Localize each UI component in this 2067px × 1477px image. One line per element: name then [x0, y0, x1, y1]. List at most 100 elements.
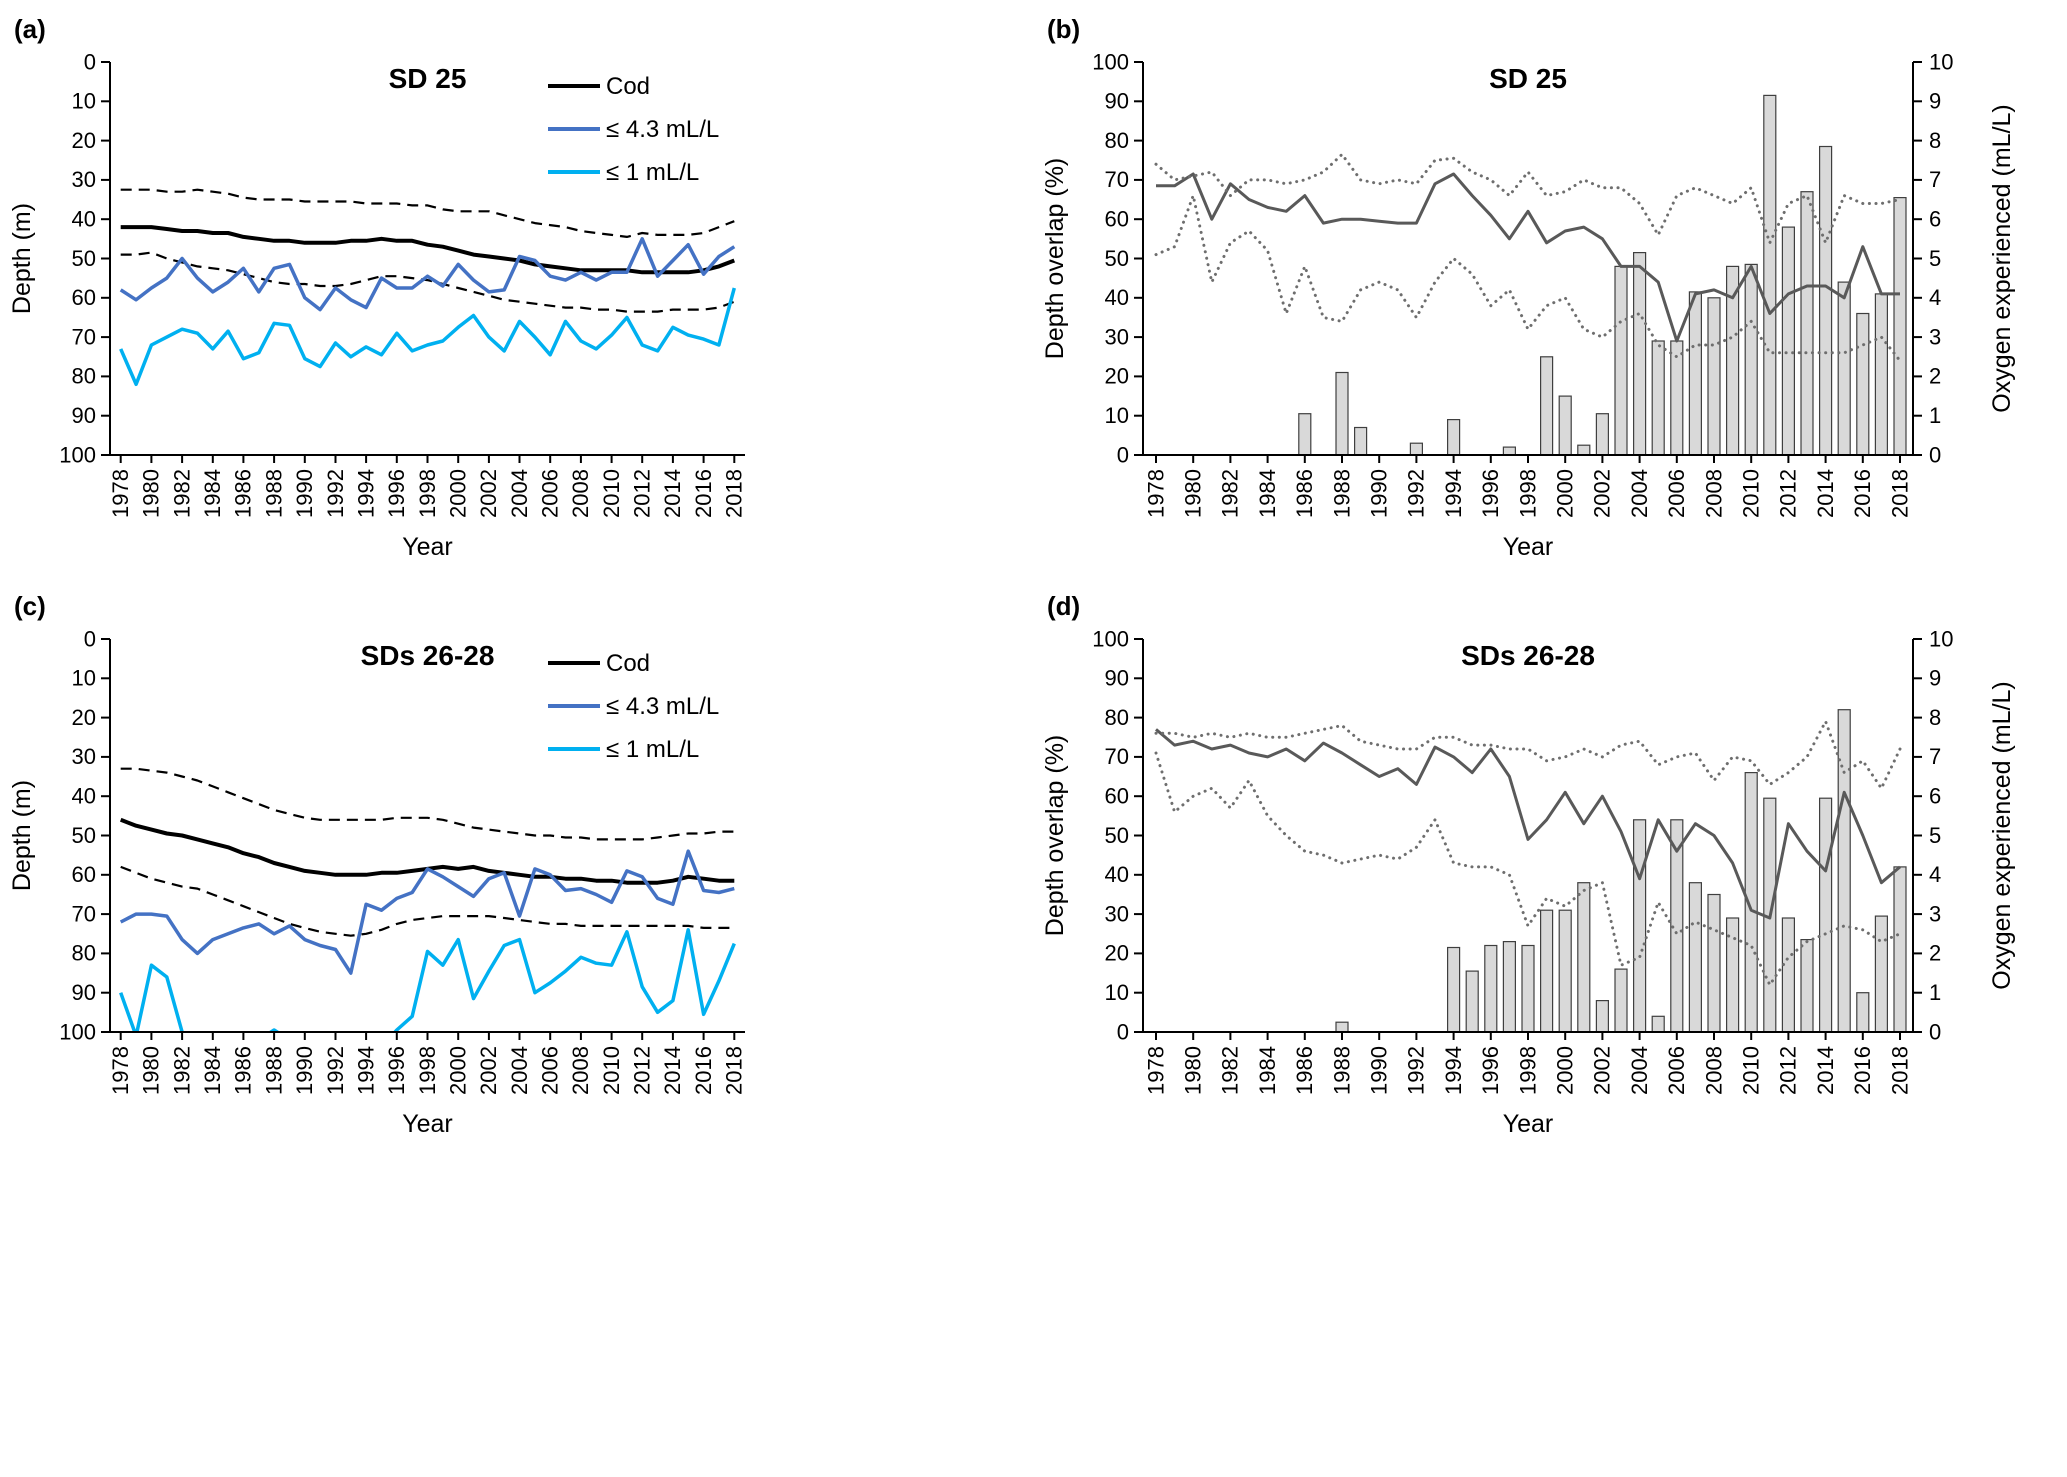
svg-text:40: 40: [72, 206, 96, 231]
svg-text:1984: 1984: [200, 469, 225, 518]
svg-text:1984: 1984: [200, 1046, 225, 1095]
svg-text:4: 4: [1929, 285, 1941, 310]
bar-2006: [1670, 340, 1684, 456]
axes: [1134, 61, 1922, 463]
svg-text:2004: 2004: [1627, 469, 1652, 518]
svg-text:1990: 1990: [1366, 469, 1391, 518]
svg-text:2012: 2012: [629, 469, 654, 518]
svg-text:5: 5: [1929, 823, 1941, 848]
bar-2013: [1800, 191, 1814, 456]
chart-title: SDs 26-28: [1461, 640, 1595, 671]
svg-text:80: 80: [72, 941, 96, 966]
bar-2004: [1632, 819, 1647, 1033]
x-axis-label: Year: [1503, 533, 1554, 561]
svg-text:2006: 2006: [537, 1046, 562, 1095]
svg-text:1992: 1992: [323, 469, 348, 518]
svg-text:2008: 2008: [1701, 1046, 1726, 1095]
series-oxy_lo: [1154, 751, 1902, 987]
svg-text:1994: 1994: [353, 469, 378, 518]
panel-label: (d): [1047, 591, 1080, 621]
panel-label: (b): [1047, 14, 1080, 44]
svg-text:90: 90: [1105, 89, 1129, 114]
bar-2003: [1614, 968, 1628, 1033]
y-axis-label-right: Oxygen experienced (mL/L): [1988, 104, 2016, 412]
y-axis-label-left: Depth overlap (%): [1041, 735, 1069, 936]
legend: Cod ≤ 4.3 mL/L ≤ 1 mL/L: [548, 73, 719, 186]
svg-text:2008: 2008: [568, 1046, 593, 1095]
svg-text:2: 2: [1929, 941, 1941, 966]
svg-text:10: 10: [72, 666, 96, 691]
svg-text:1988: 1988: [261, 1046, 286, 1095]
series-cod: [119, 817, 735, 885]
svg-text:7: 7: [1929, 744, 1941, 769]
series-cod_lo: [120, 865, 735, 937]
svg-text:1988: 1988: [1329, 469, 1354, 518]
svg-text:0: 0: [1117, 1019, 1129, 1044]
svg-text:1996: 1996: [384, 469, 409, 518]
svg-text:2014: 2014: [1813, 1046, 1838, 1095]
svg-text:1978: 1978: [1143, 1046, 1168, 1095]
svg-text:10: 10: [1929, 626, 1953, 651]
series-le1: [119, 928, 736, 1032]
svg-text:1982: 1982: [1218, 1046, 1243, 1095]
svg-text:2016: 2016: [691, 469, 716, 518]
svg-text:20: 20: [1105, 364, 1129, 389]
axes: [101, 61, 745, 463]
svg-text:2002: 2002: [1590, 1046, 1615, 1095]
bar-2012: [1781, 226, 1796, 456]
svg-text:1: 1: [1929, 403, 1941, 428]
bar-2001: [1577, 882, 1591, 1033]
svg-text:100: 100: [59, 1019, 96, 1044]
panel-c: 0 10 20 30 40 50 60 70 80 90 100 1978 1980 1982 1984 19…: [0, 577, 1033, 1477]
svg-text:1: 1: [1929, 980, 1941, 1005]
bar-2002: [1595, 413, 1610, 456]
bar-2018: [1893, 197, 1907, 456]
series-cod_lo: [120, 251, 735, 313]
svg-text:10: 10: [1105, 403, 1129, 428]
bar-2013: [1800, 939, 1814, 1033]
panel-d: 0 10 20 30 40 50 60 70 80 90 100 0 1 2 3 4 5 6 7 8 9 10 1978 19…: [1033, 577, 2067, 1477]
svg-text:40: 40: [1105, 285, 1129, 310]
svg-text:1992: 1992: [323, 1046, 348, 1095]
svg-text:8: 8: [1929, 705, 1941, 730]
svg-text:2010: 2010: [599, 469, 624, 518]
svg-text:2008: 2008: [568, 469, 593, 518]
svg-text:2002: 2002: [476, 1046, 501, 1095]
svg-text:70: 70: [1105, 167, 1129, 192]
svg-text:1996: 1996: [1478, 1046, 1503, 1095]
svg-text:2: 2: [1929, 364, 1941, 389]
bar-2016: [1856, 992, 1870, 1033]
svg-text:1980: 1980: [1180, 469, 1205, 518]
x-axis-label: Year: [402, 533, 453, 561]
bar-2018: [1893, 866, 1907, 1033]
svg-text:80: 80: [1105, 128, 1129, 153]
svg-text:10: 10: [72, 89, 96, 114]
svg-text:30: 30: [1105, 901, 1129, 926]
panel-label: (a): [14, 14, 46, 44]
svg-text:1998: 1998: [415, 469, 440, 518]
bar-2011: [1763, 94, 1777, 456]
bar-1999: [1540, 909, 1554, 1033]
tick-labels: 0 10 20 30 40 50 60 70 80 90 100 0 1 2 3 4 5 6 7 8 9 10 1978 19…: [1092, 49, 1953, 518]
chart-title: SDs 26-28: [361, 640, 495, 671]
bar-1988: [1335, 1021, 1349, 1033]
panel-label: (c): [14, 591, 46, 621]
svg-text:40: 40: [72, 783, 96, 808]
chart-b: 0 10 20 30 40 50 60 70 80 90 100 0 1 2 3 4 5 6 7 8 9 10 1978 19…: [1041, 14, 2016, 561]
series-cod_hi: [120, 767, 735, 841]
chart-d: 0 10 20 30 40 50 60 70 80 90 100 0 1 2 3 4 5 6 7 8 9 10 1978 19…: [1041, 591, 2016, 1138]
bar-1996: [1484, 944, 1498, 1033]
bar-2000: [1558, 909, 1572, 1033]
y-axis-label-left: Depth (m): [8, 203, 36, 314]
legend-label-cod: Cod: [606, 73, 650, 100]
series-oxy: [1155, 728, 1901, 920]
svg-text:1978: 1978: [108, 1046, 133, 1095]
svg-text:1996: 1996: [1478, 469, 1503, 518]
y-axis-label-left: Depth (m): [8, 780, 36, 891]
svg-text:60: 60: [72, 285, 96, 310]
bar-1992: [1409, 442, 1423, 456]
svg-text:1994: 1994: [1441, 1046, 1466, 1095]
svg-text:1980: 1980: [139, 1046, 164, 1095]
